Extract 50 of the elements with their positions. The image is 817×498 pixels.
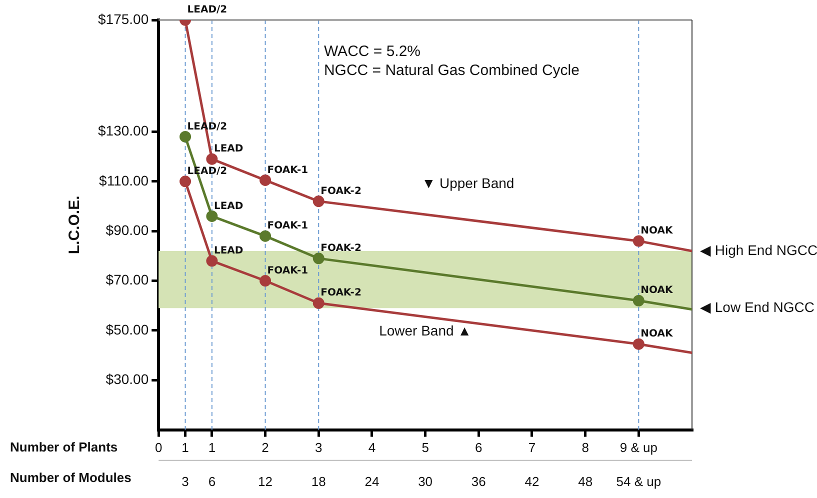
annotation: ▼ Upper Band	[422, 174, 514, 191]
x2-tick-label: 7	[528, 440, 536, 456]
annotation: NGCC = Natural Gas Combined Cycle	[324, 62, 580, 80]
x-tick-label: 54 & up	[616, 474, 662, 489]
annotation: LEAD/2	[187, 4, 228, 16]
annotation: Lower Band ▲	[379, 322, 472, 338]
x2-axis-title: Number of Plants	[10, 440, 118, 455]
x-tick-label: 18	[311, 474, 326, 489]
x2-tick-label: 3	[315, 440, 322, 456]
y-tick-label: $90.00	[106, 222, 149, 238]
annotation: ◀ High End NGCC	[700, 242, 817, 258]
x-tick-label: 12	[258, 474, 273, 489]
y-tick-label: $130.00	[98, 122, 149, 139]
x2-tick-label: 6	[475, 440, 482, 456]
annotation: FOAK-1	[267, 164, 308, 176]
annotation: FOAK-2	[320, 288, 362, 299]
y-tick-label: $110.00	[99, 172, 149, 188]
y-tick-label: $175.00	[98, 10, 149, 27]
x-tick-label: 6	[208, 474, 216, 489]
y-tick-label: $50.00	[106, 321, 149, 338]
x-tick-label: 3	[182, 474, 189, 489]
x-tick-label: 30	[418, 474, 433, 489]
annotation: FOAK-1	[267, 265, 308, 276]
x2-tick-label: 5	[422, 440, 429, 456]
annotation: NOAK	[640, 226, 674, 237]
x2-tick-label: 4	[368, 440, 376, 456]
y-axis-title: L.C.O.E.	[66, 196, 84, 254]
annotation: LEAD	[214, 200, 244, 212]
annotation: NOAK	[640, 285, 674, 296]
annotation: ◀ Low End NGCC	[700, 298, 814, 315]
annotation: NOAK	[640, 328, 674, 340]
annotation: FOAK-2	[320, 243, 362, 254]
annotation: LEAD	[214, 246, 244, 257]
x2-tick-label: 1	[208, 440, 216, 456]
x-axis-title: Number of Modules	[10, 470, 132, 485]
x-tick-label: 48	[578, 474, 593, 489]
x2-tick-label: 1	[182, 440, 189, 456]
x2-tick-label: 8	[582, 440, 589, 456]
x-tick-label: 24	[364, 474, 380, 489]
annotation: LEAD	[214, 144, 244, 155]
annotation: FOAK-1	[267, 220, 308, 232]
x-tick-label: 36	[471, 474, 486, 489]
x-tick-label: 42	[524, 474, 540, 489]
annotation: WACC = 5.2%	[324, 43, 421, 60]
x2-tick-label: 0	[154, 440, 162, 456]
x2-tick-label: 2	[262, 440, 269, 456]
y-tick-label: $30.00	[106, 370, 149, 387]
y-tick-label: $70.00	[106, 272, 149, 288]
annotation: FOAK-2	[320, 186, 362, 197]
x2-tick-label: 9 & up	[620, 440, 658, 456]
